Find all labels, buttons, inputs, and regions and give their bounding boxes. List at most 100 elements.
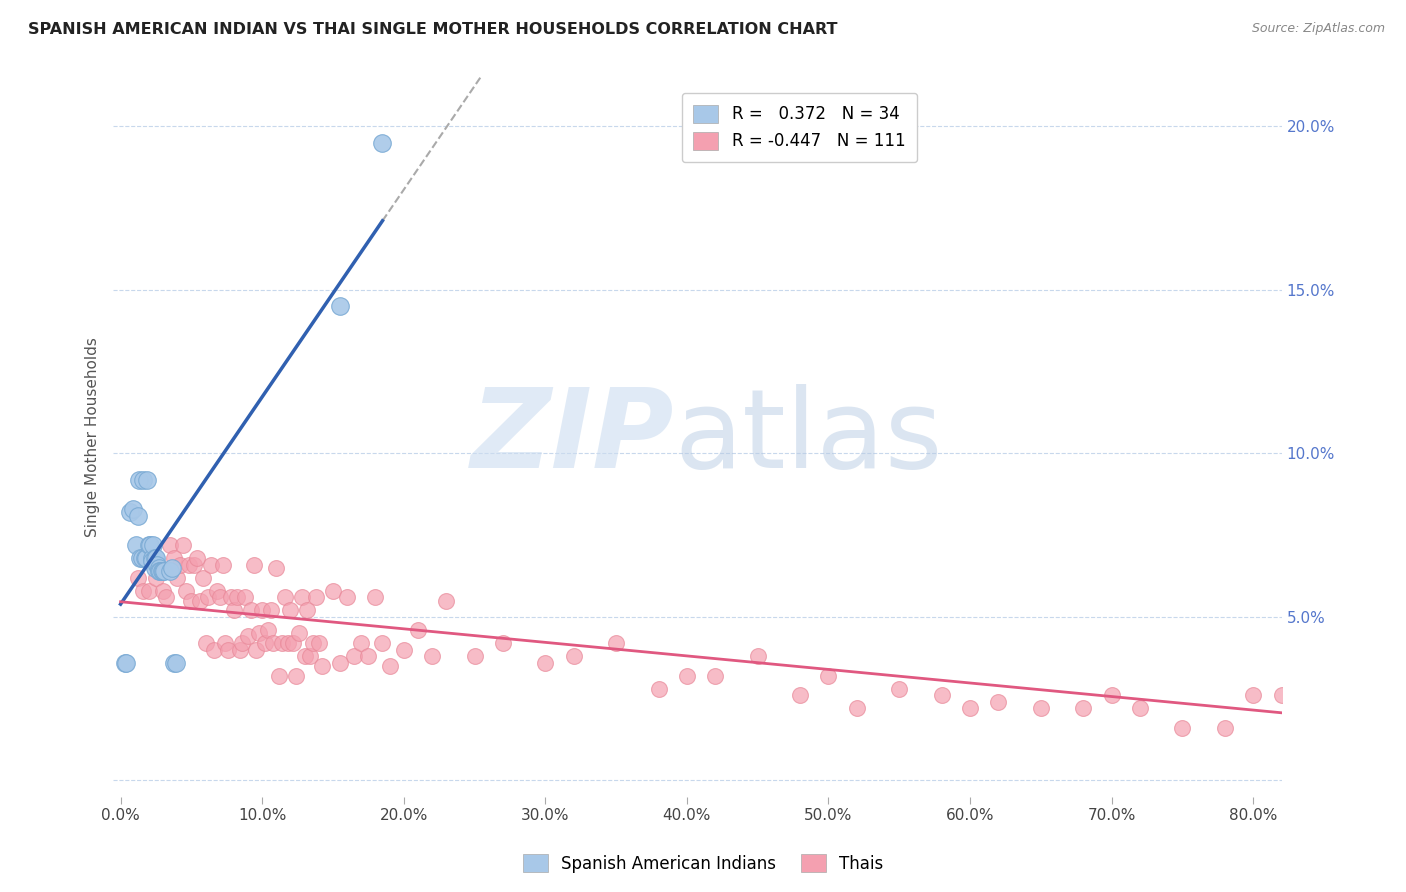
Point [1299, 721, 1322, 735]
Point [142, 538, 165, 552]
Point [308, 636, 330, 650]
Point [364, 591, 387, 605]
Point [148, 561, 170, 575]
Point [959, 701, 981, 715]
Point [225, 591, 247, 605]
Point [291, 591, 314, 605]
Point [266, 561, 288, 575]
Point [283, 636, 305, 650]
Point [166, 571, 188, 585]
Point [1384, 701, 1406, 715]
Point [152, 583, 174, 598]
Point [129, 551, 152, 566]
Point [1327, 689, 1350, 703]
Point [120, 505, 142, 519]
Point [214, 636, 236, 650]
Point [247, 626, 270, 640]
Point [145, 571, 167, 585]
Point [159, 538, 181, 552]
Point [1171, 721, 1194, 735]
Point [704, 669, 727, 683]
Point [288, 626, 311, 640]
Point [236, 630, 259, 644]
Legend: R =   0.372   N = 34, R = -0.447   N = 111: R = 0.372 N = 34, R = -0.447 N = 111 [682, 93, 917, 162]
Point [138, 538, 160, 552]
Point [357, 649, 380, 664]
Point [294, 649, 316, 664]
Point [1355, 701, 1378, 715]
Point [197, 591, 219, 605]
Point [231, 636, 253, 650]
Text: ZIP: ZIP [471, 384, 673, 491]
Text: Source: ZipAtlas.com: Source: ZipAtlas.com [1251, 22, 1385, 36]
Point [1213, 721, 1236, 735]
Point [153, 564, 176, 578]
Point [329, 299, 352, 313]
Point [163, 656, 186, 670]
Point [160, 561, 183, 575]
Point [1029, 701, 1052, 715]
Point [1101, 689, 1123, 703]
Point [128, 473, 150, 487]
Point [143, 561, 166, 575]
Point [889, 681, 911, 696]
Point [1241, 689, 1264, 703]
Point [233, 591, 256, 605]
Point [163, 551, 186, 566]
Point [146, 558, 169, 572]
Point [302, 636, 325, 650]
Point [311, 659, 333, 673]
Point [322, 583, 344, 598]
Legend: Spanish American Indians, Thais: Spanish American Indians, Thais [516, 847, 890, 880]
Point [165, 656, 187, 670]
Point [188, 593, 211, 607]
Point [336, 591, 359, 605]
Point [180, 593, 202, 607]
Point [132, 583, 155, 598]
Text: SPANISH AMERICAN INDIAN VS THAI SINGLE MOTHER HOUSEHOLDS CORRELATION CHART: SPANISH AMERICAN INDIAN VS THAI SINGLE M… [28, 22, 838, 37]
Point [159, 564, 181, 578]
Point [343, 649, 366, 664]
Point [208, 591, 231, 605]
Point [1071, 701, 1094, 715]
Point [169, 558, 191, 572]
Point [605, 636, 627, 650]
Point [174, 583, 197, 598]
Point [191, 571, 214, 585]
Point [141, 551, 163, 566]
Point [263, 636, 285, 650]
Point [987, 695, 1010, 709]
Point [200, 558, 222, 572]
Point [139, 538, 162, 552]
Point [138, 583, 160, 598]
Point [242, 558, 264, 572]
Point [747, 649, 769, 664]
Point [125, 538, 148, 552]
Point [149, 564, 172, 578]
Point [135, 551, 157, 566]
Point [134, 551, 156, 566]
Text: atlas: atlas [673, 384, 942, 491]
Point [143, 551, 166, 566]
Point [205, 583, 228, 598]
Y-axis label: Single Mother Households: Single Mother Households [86, 337, 100, 537]
Point [194, 636, 217, 650]
Point [250, 603, 273, 617]
Point [259, 603, 281, 617]
Point [132, 473, 155, 487]
Point [202, 642, 225, 657]
Point [789, 689, 811, 703]
Point [253, 636, 276, 650]
Point [392, 642, 415, 657]
Point [463, 649, 485, 664]
Point [141, 554, 163, 568]
Point [1129, 701, 1152, 715]
Point [145, 551, 167, 566]
Point [647, 681, 669, 696]
Point [299, 649, 322, 664]
Point [271, 636, 294, 650]
Point [127, 508, 149, 523]
Point [222, 603, 245, 617]
Point [269, 669, 291, 683]
Point [406, 623, 429, 637]
